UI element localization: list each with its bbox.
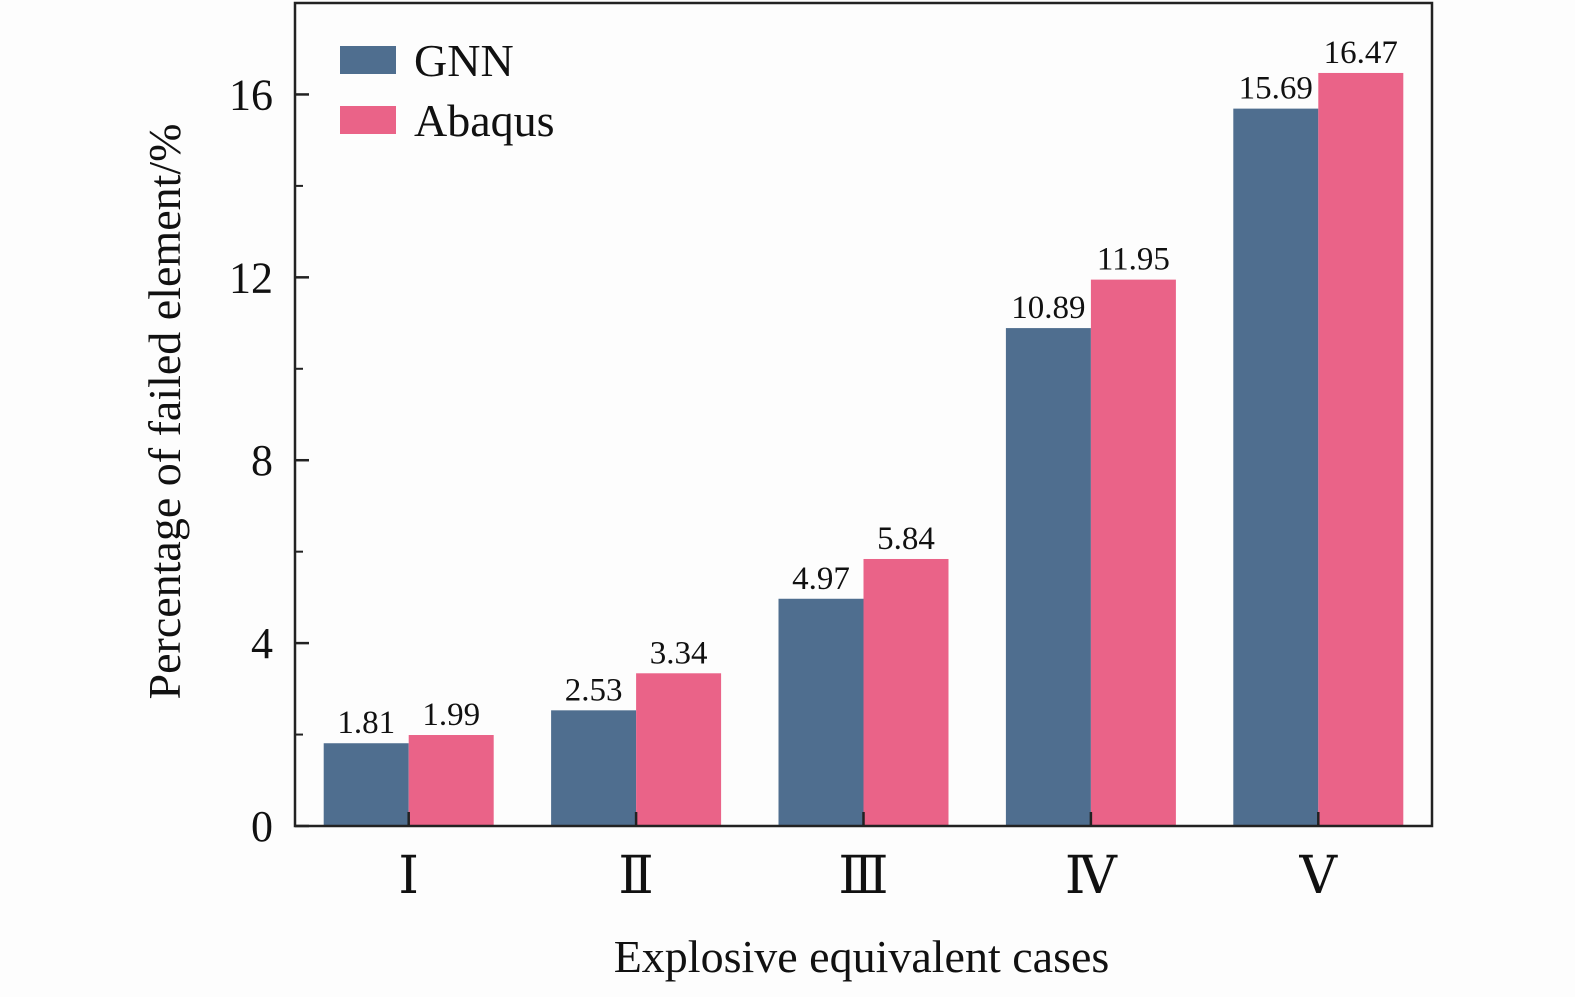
data-label-gnn-2: 2.53 [565,672,623,708]
data-label-abaqus-5: 16.47 [1324,35,1398,71]
bar-gnn-4 [1005,328,1091,826]
bar-abaqus-5 [1318,72,1404,826]
legend-label-abaqus: Abaqus [414,95,555,146]
data-labels-layer: 1.81 1.99 2.53 3.34 4.97 5.84 10.89 11.95 15.69 1… [337,35,1398,741]
y-tick-label: 8 [251,436,273,485]
bar-abaqus-4 [1090,279,1176,826]
x-categories-layer: Ⅰ Ⅱ Ⅲ Ⅳ Ⅴ [398,812,1339,905]
bar-gnn-2 [551,710,637,826]
data-label-gnn-1: 1.81 [337,705,395,741]
legend-label-gnn: GNN [414,35,514,86]
x-category-label-2: Ⅱ [618,848,653,905]
y-ticks-layer: 0 4 8 12 16 [229,70,309,851]
data-label-abaqus-1: 1.99 [422,697,480,733]
legend-swatch-gnn [340,46,396,74]
x-axis-title: Explosive equivalent cases [614,931,1110,982]
data-label-abaqus-4: 11.95 [1097,242,1170,278]
x-category-label-1: Ⅰ [398,848,419,905]
bar-abaqus-2 [636,673,722,826]
bar-gnn-5 [1233,108,1319,826]
x-category-label-4: Ⅳ [1065,848,1118,905]
bars-layer [323,72,1404,826]
y-tick-label: 0 [251,802,273,851]
bar-abaqus-1 [408,735,494,826]
legend-swatch-abaqus [340,106,396,134]
y-tick-label: 12 [229,253,273,302]
legend: GNN Abaqus [340,35,555,146]
bar-gnn-3 [778,598,864,826]
data-label-gnn-5: 15.69 [1239,71,1313,107]
data-label-gnn-4: 10.89 [1011,290,1085,326]
y-tick-label: 4 [251,619,273,668]
y-tick-label: 16 [229,70,273,119]
x-category-label-5: Ⅴ [1299,848,1339,905]
data-label-abaqus-2: 3.34 [650,635,708,671]
y-axis-title: Percentage of failed element/% [139,124,190,700]
data-label-abaqus-3: 5.84 [877,521,935,557]
bar-abaqus-3 [863,558,949,826]
bar-gnn-1 [323,743,409,826]
x-category-label-3: Ⅲ [838,848,888,905]
data-label-gnn-3: 4.97 [792,561,850,597]
